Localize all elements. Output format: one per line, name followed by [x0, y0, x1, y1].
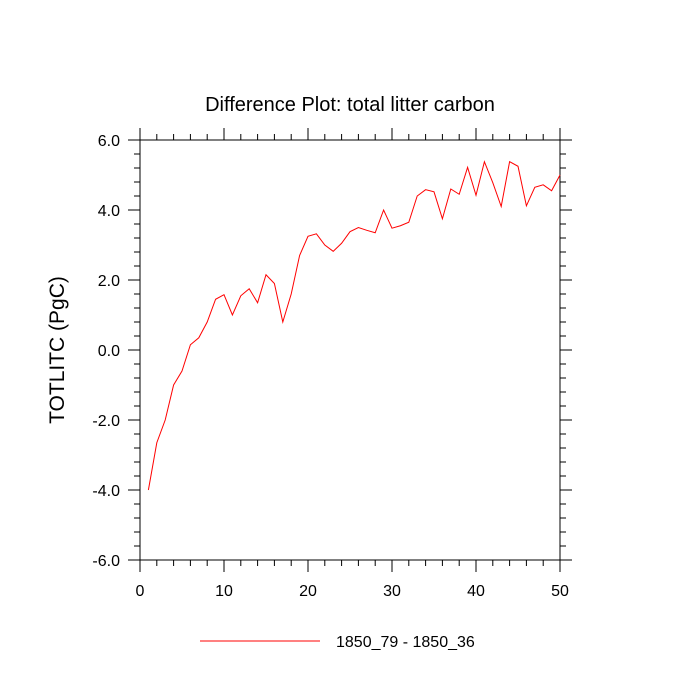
y-tick-label: 6.0 — [98, 133, 120, 150]
x-tick-label: 20 — [299, 583, 317, 600]
chart-title: Difference Plot: total litter carbon — [205, 94, 495, 116]
x-tick-label: 30 — [383, 583, 401, 600]
legend: 1850_79 - 1850_36 — [200, 634, 475, 651]
y-tick-label: -2.0 — [92, 413, 120, 430]
y-tick-label: -4.0 — [92, 483, 120, 500]
x-tick-label: 50 — [551, 583, 569, 600]
x-tick-label: 0 — [136, 583, 145, 600]
y-tick-label: 0.0 — [98, 343, 120, 360]
plot-area: 0 10 20 30 40 50 -6.0 -4.0 -2.0 0.0 2.0 4.0 6.0 — [92, 128, 572, 600]
x-tick-label: 40 — [467, 583, 485, 600]
y-axis-label: TOTLITC (PgC) — [46, 276, 69, 424]
plot-frame — [139, 139, 561, 561]
legend-label: 1850_79 - 1850_36 — [336, 634, 475, 651]
y-tick-label: -6.0 — [92, 553, 120, 570]
y-tick-label: 2.0 — [98, 273, 120, 290]
x-tick-label: 10 — [215, 583, 233, 600]
y-tick-label: 4.0 — [98, 203, 120, 220]
series-line — [147, 160, 561, 491]
